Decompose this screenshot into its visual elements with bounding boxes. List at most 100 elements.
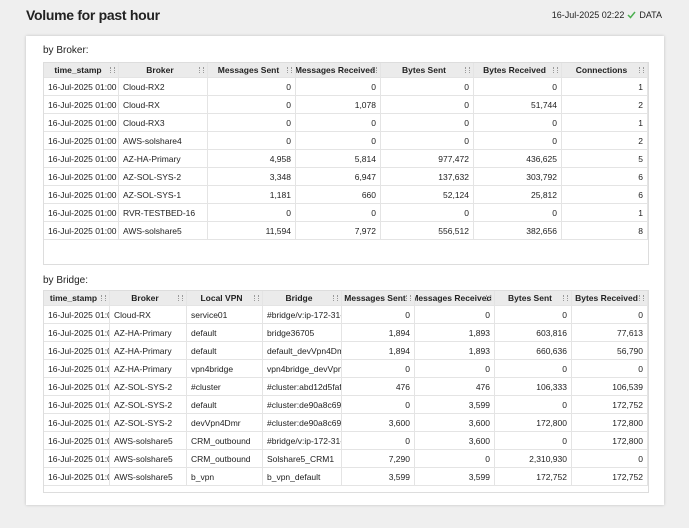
table-cell: 1,893 xyxy=(415,324,495,341)
table-cell: 0 xyxy=(208,132,296,149)
column-header[interactable]: Broker xyxy=(110,291,187,305)
column-header[interactable]: Bytes Received xyxy=(572,291,648,305)
column-header[interactable]: Bytes Sent xyxy=(381,63,474,77)
bridge-table: time_stamp Broker Local VPN Bridge Messages … xyxy=(43,290,649,493)
column-header[interactable]: time_stamp xyxy=(44,63,119,77)
table-cell: AZ-SOL-SYS-2 xyxy=(119,168,208,185)
column-header[interactable]: Messages Received xyxy=(296,63,381,77)
table-cell: 0 xyxy=(572,450,648,467)
timestamp: 16-Jul-2025 02:22 xyxy=(551,10,625,20)
table-cell: 977,472 xyxy=(381,150,474,167)
table-cell: default_devVpn4Dm xyxy=(263,342,342,359)
table-row: 16-Jul-2025 01:00 AWS-solshare5 CRM_outbou… xyxy=(44,450,648,468)
table-cell: 106,333 xyxy=(495,378,572,395)
broker-table: time_stamp Broker Messages Sent Messages Re… xyxy=(43,62,649,265)
table-cell: bridge36705 xyxy=(263,324,342,341)
table-cell: 2 xyxy=(562,132,648,149)
table-cell: 0 xyxy=(495,306,572,323)
table-cell: CRM_outbound xyxy=(187,450,263,467)
table-cell: 660,636 xyxy=(495,342,572,359)
table-cell: 0 xyxy=(342,306,415,323)
table-cell: 16-Jul-2025 01:00 xyxy=(44,96,119,113)
table-cell: 0 xyxy=(495,360,572,377)
table-cell: 0 xyxy=(474,78,562,95)
table-cell: Cloud-RX xyxy=(110,306,187,323)
table-row: 16-Jul-2025 01:00 AWS-solshare5 11,594 7,97… xyxy=(44,222,648,240)
table-cell: 16-Jul-2025 01:00 xyxy=(44,378,110,395)
table-cell: 556,512 xyxy=(381,222,474,239)
table-cell: 16-Jul-2025 01:00 xyxy=(44,222,119,239)
column-header[interactable]: Broker xyxy=(119,63,208,77)
table-cell: 5,814 xyxy=(296,150,381,167)
table-cell: 1,894 xyxy=(342,342,415,359)
column-header[interactable]: Connections xyxy=(562,63,648,77)
table-cell: 0 xyxy=(381,114,474,131)
table-row: 16-Jul-2025 01:00 Cloud-RX 0 1,078 0 51,744 2 xyxy=(44,96,648,114)
table-cell: 5 xyxy=(562,150,648,167)
table-cell: Cloud-RX3 xyxy=(119,114,208,131)
column-header[interactable]: Messages Sent xyxy=(208,63,296,77)
table-row: 16-Jul-2025 01:00 AZ-HA-Primary default def… xyxy=(44,342,648,360)
table-cell: #cluster:de90a8c692 xyxy=(263,396,342,413)
table-cell: AWS-solshare5 xyxy=(110,450,187,467)
table-row: 16-Jul-2025 01:00 AZ-SOL-SYS-2 default #clu… xyxy=(44,396,648,414)
table-cell: AZ-HA-Primary xyxy=(110,342,187,359)
table-cell: 1,893 xyxy=(415,342,495,359)
table-cell: AZ-HA-Primary xyxy=(119,150,208,167)
table-cell: 0 xyxy=(342,432,415,449)
table-cell: 1,894 xyxy=(342,324,415,341)
table-cell: 16-Jul-2025 01:00 xyxy=(44,450,110,467)
table-cell: 2,310,930 xyxy=(495,450,572,467)
table-cell: 77,613 xyxy=(572,324,648,341)
column-header[interactable]: Bytes Sent xyxy=(495,291,572,305)
column-header[interactable]: Messages Sent xyxy=(342,291,415,305)
table-cell: 2 xyxy=(562,96,648,113)
table-cell: 0 xyxy=(342,360,415,377)
column-header[interactable]: Bridge xyxy=(263,291,342,305)
table-cell: AWS-solshare5 xyxy=(110,432,187,449)
table-cell: 0 xyxy=(342,396,415,413)
table-cell: AZ-SOL-SYS-1 xyxy=(119,186,208,203)
column-header[interactable]: Local VPN xyxy=(187,291,263,305)
table-cell: 3,600 xyxy=(415,414,495,431)
header-row: time_stamp Broker Messages Sent Messages Re… xyxy=(44,63,648,78)
table-cell: 16-Jul-2025 01:00 xyxy=(44,432,110,449)
table-cell: 16-Jul-2025 01:00 xyxy=(44,204,119,221)
table-row: 16-Jul-2025 01:00 AZ-HA-Primary vpn4bridge… xyxy=(44,360,648,378)
table-cell: 7,290 xyxy=(342,450,415,467)
table-cell: 137,632 xyxy=(381,168,474,185)
status-bar: 16-Jul-2025 02:22 DATA xyxy=(552,10,662,20)
table-cell: AZ-SOL-SYS-2 xyxy=(110,414,187,431)
column-header[interactable]: Messages Received xyxy=(415,291,495,305)
table-cell: 603,816 xyxy=(495,324,572,341)
table-cell: 0 xyxy=(495,432,572,449)
table-cell: default xyxy=(187,324,263,341)
table-cell: 1,181 xyxy=(208,186,296,203)
table-cell: 16-Jul-2025 01:00 xyxy=(44,78,119,95)
table-cell: 51,744 xyxy=(474,96,562,113)
table-cell: default xyxy=(187,342,263,359)
table-cell: 303,792 xyxy=(474,168,562,185)
table-cell: 436,625 xyxy=(474,150,562,167)
table-cell: 476 xyxy=(342,378,415,395)
table-cell: b_vpn_default xyxy=(263,468,342,485)
table-cell: AWS-solshare5 xyxy=(110,468,187,485)
table-cell: 0 xyxy=(381,132,474,149)
table-cell: vpn4bridge_devVpn4 xyxy=(263,360,342,377)
column-header[interactable]: time_stamp xyxy=(44,291,110,305)
table-cell: 16-Jul-2025 01:00 xyxy=(44,324,110,341)
table-cell: 0 xyxy=(474,132,562,149)
table-cell: 172,800 xyxy=(495,414,572,431)
table-row: 16-Jul-2025 01:00 AZ-SOL-SYS-2 3,348 6,947 1… xyxy=(44,168,648,186)
table-cell: 3,600 xyxy=(342,414,415,431)
table-cell: 0 xyxy=(415,306,495,323)
table-cell: 660 xyxy=(296,186,381,203)
table-cell: 0 xyxy=(296,132,381,149)
table-cell: AWS-solshare5 xyxy=(119,222,208,239)
table-cell: Solshare5_CRM1 xyxy=(263,450,342,467)
table-cell: 0 xyxy=(208,78,296,95)
table-cell: default xyxy=(187,396,263,413)
table-cell: AWS-solshare4 xyxy=(119,132,208,149)
column-header[interactable]: Bytes Received xyxy=(474,63,562,77)
